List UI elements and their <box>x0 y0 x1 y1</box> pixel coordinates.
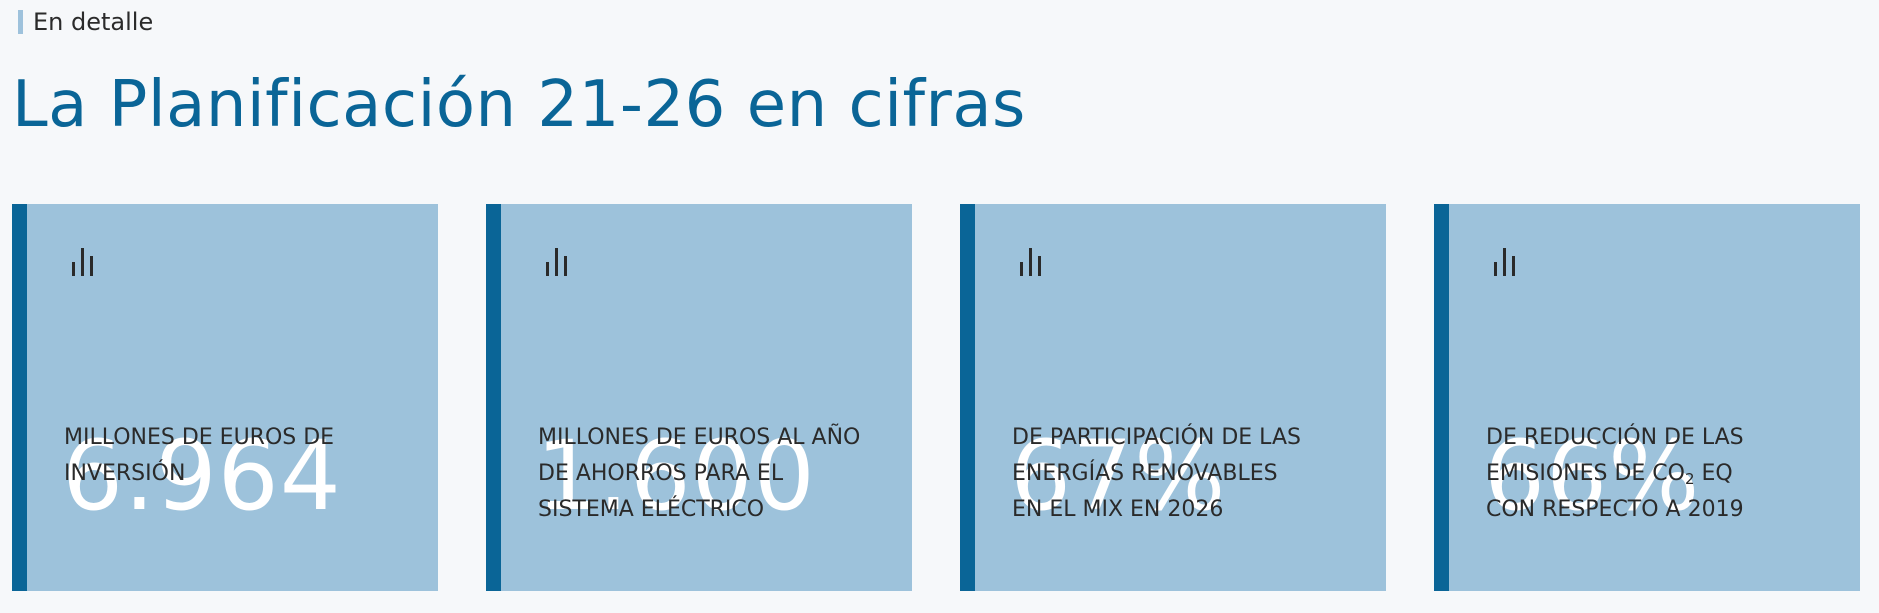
stat-description-line: EN EL MIX EN 2026 <box>1012 497 1224 522</box>
card-accent-bar <box>960 204 975 591</box>
card-accent-bar <box>12 204 27 591</box>
card-accent-bar <box>486 204 501 591</box>
card-accent-bar <box>1434 204 1449 591</box>
subscript-2: 2 <box>1684 470 1695 488</box>
stat-description: DE PARTICIPACIÓN DE LAS ENERGÍAS RENOVAB… <box>1012 420 1372 528</box>
stat-card-emissions: 66% DE REDUCCIÓN DE LAS EMISIONES DE CO2… <box>1434 204 1860 591</box>
bar-chart-icon <box>546 248 567 276</box>
stat-value: 66% <box>1484 420 1701 532</box>
bar-chart-icon <box>1494 248 1515 276</box>
stat-value: 1.600 <box>536 420 816 532</box>
stat-card-investment: 6.964 MILLONES DE EUROS DE INVERSIÓN <box>12 204 438 591</box>
stat-card-renewables: 67% DE PARTICIPACIÓN DE LAS ENERGÍAS REN… <box>960 204 1386 591</box>
stat-description-line: MILLONES DE EUROS DE <box>64 425 335 450</box>
stat-description-line: MILLONES DE EUROS AL AÑO <box>538 425 861 450</box>
stat-description-line: DE AHORROS PARA EL <box>538 461 784 486</box>
stat-description-line: DE REDUCCIÓN DE LAS <box>1486 425 1744 450</box>
stat-card-savings: 1.600 MILLONES DE EUROS AL AÑO DE AHORRO… <box>486 204 912 591</box>
stat-value: 6.964 <box>62 420 342 532</box>
stat-description-line: EMISIONES DE CO2 EQ <box>1486 456 1846 492</box>
stat-description: MILLONES DE EUROS DE INVERSIÓN <box>64 420 424 492</box>
eyebrow-label: En detalle <box>33 8 154 36</box>
stat-description-line: CON RESPECTO A 2019 <box>1486 497 1744 522</box>
stat-description: DE REDUCCIÓN DE LAS EMISIONES DE CO2 EQ … <box>1486 420 1846 528</box>
bar-chart-icon <box>1020 248 1041 276</box>
stat-description-text: EQ <box>1694 461 1733 486</box>
stat-description-line: SISTEMA ELÉCTRICO <box>538 497 765 522</box>
stat-description-text: EMISIONES DE CO <box>1486 461 1685 486</box>
stat-description: MILLONES DE EUROS AL AÑO DE AHORROS PARA… <box>538 420 898 528</box>
section-eyebrow: En detalle <box>18 8 153 36</box>
page-title: La Planificación 21-26 en cifras <box>12 68 1026 142</box>
eyebrow-accent-bar <box>18 10 23 34</box>
bar-chart-icon <box>72 248 93 276</box>
stat-description-line: ENERGÍAS RENOVABLES <box>1012 461 1278 486</box>
stat-description-line: INVERSIÓN <box>64 461 186 486</box>
stat-value: 67% <box>1010 420 1227 532</box>
stat-description-line: DE PARTICIPACIÓN DE LAS <box>1012 425 1301 450</box>
